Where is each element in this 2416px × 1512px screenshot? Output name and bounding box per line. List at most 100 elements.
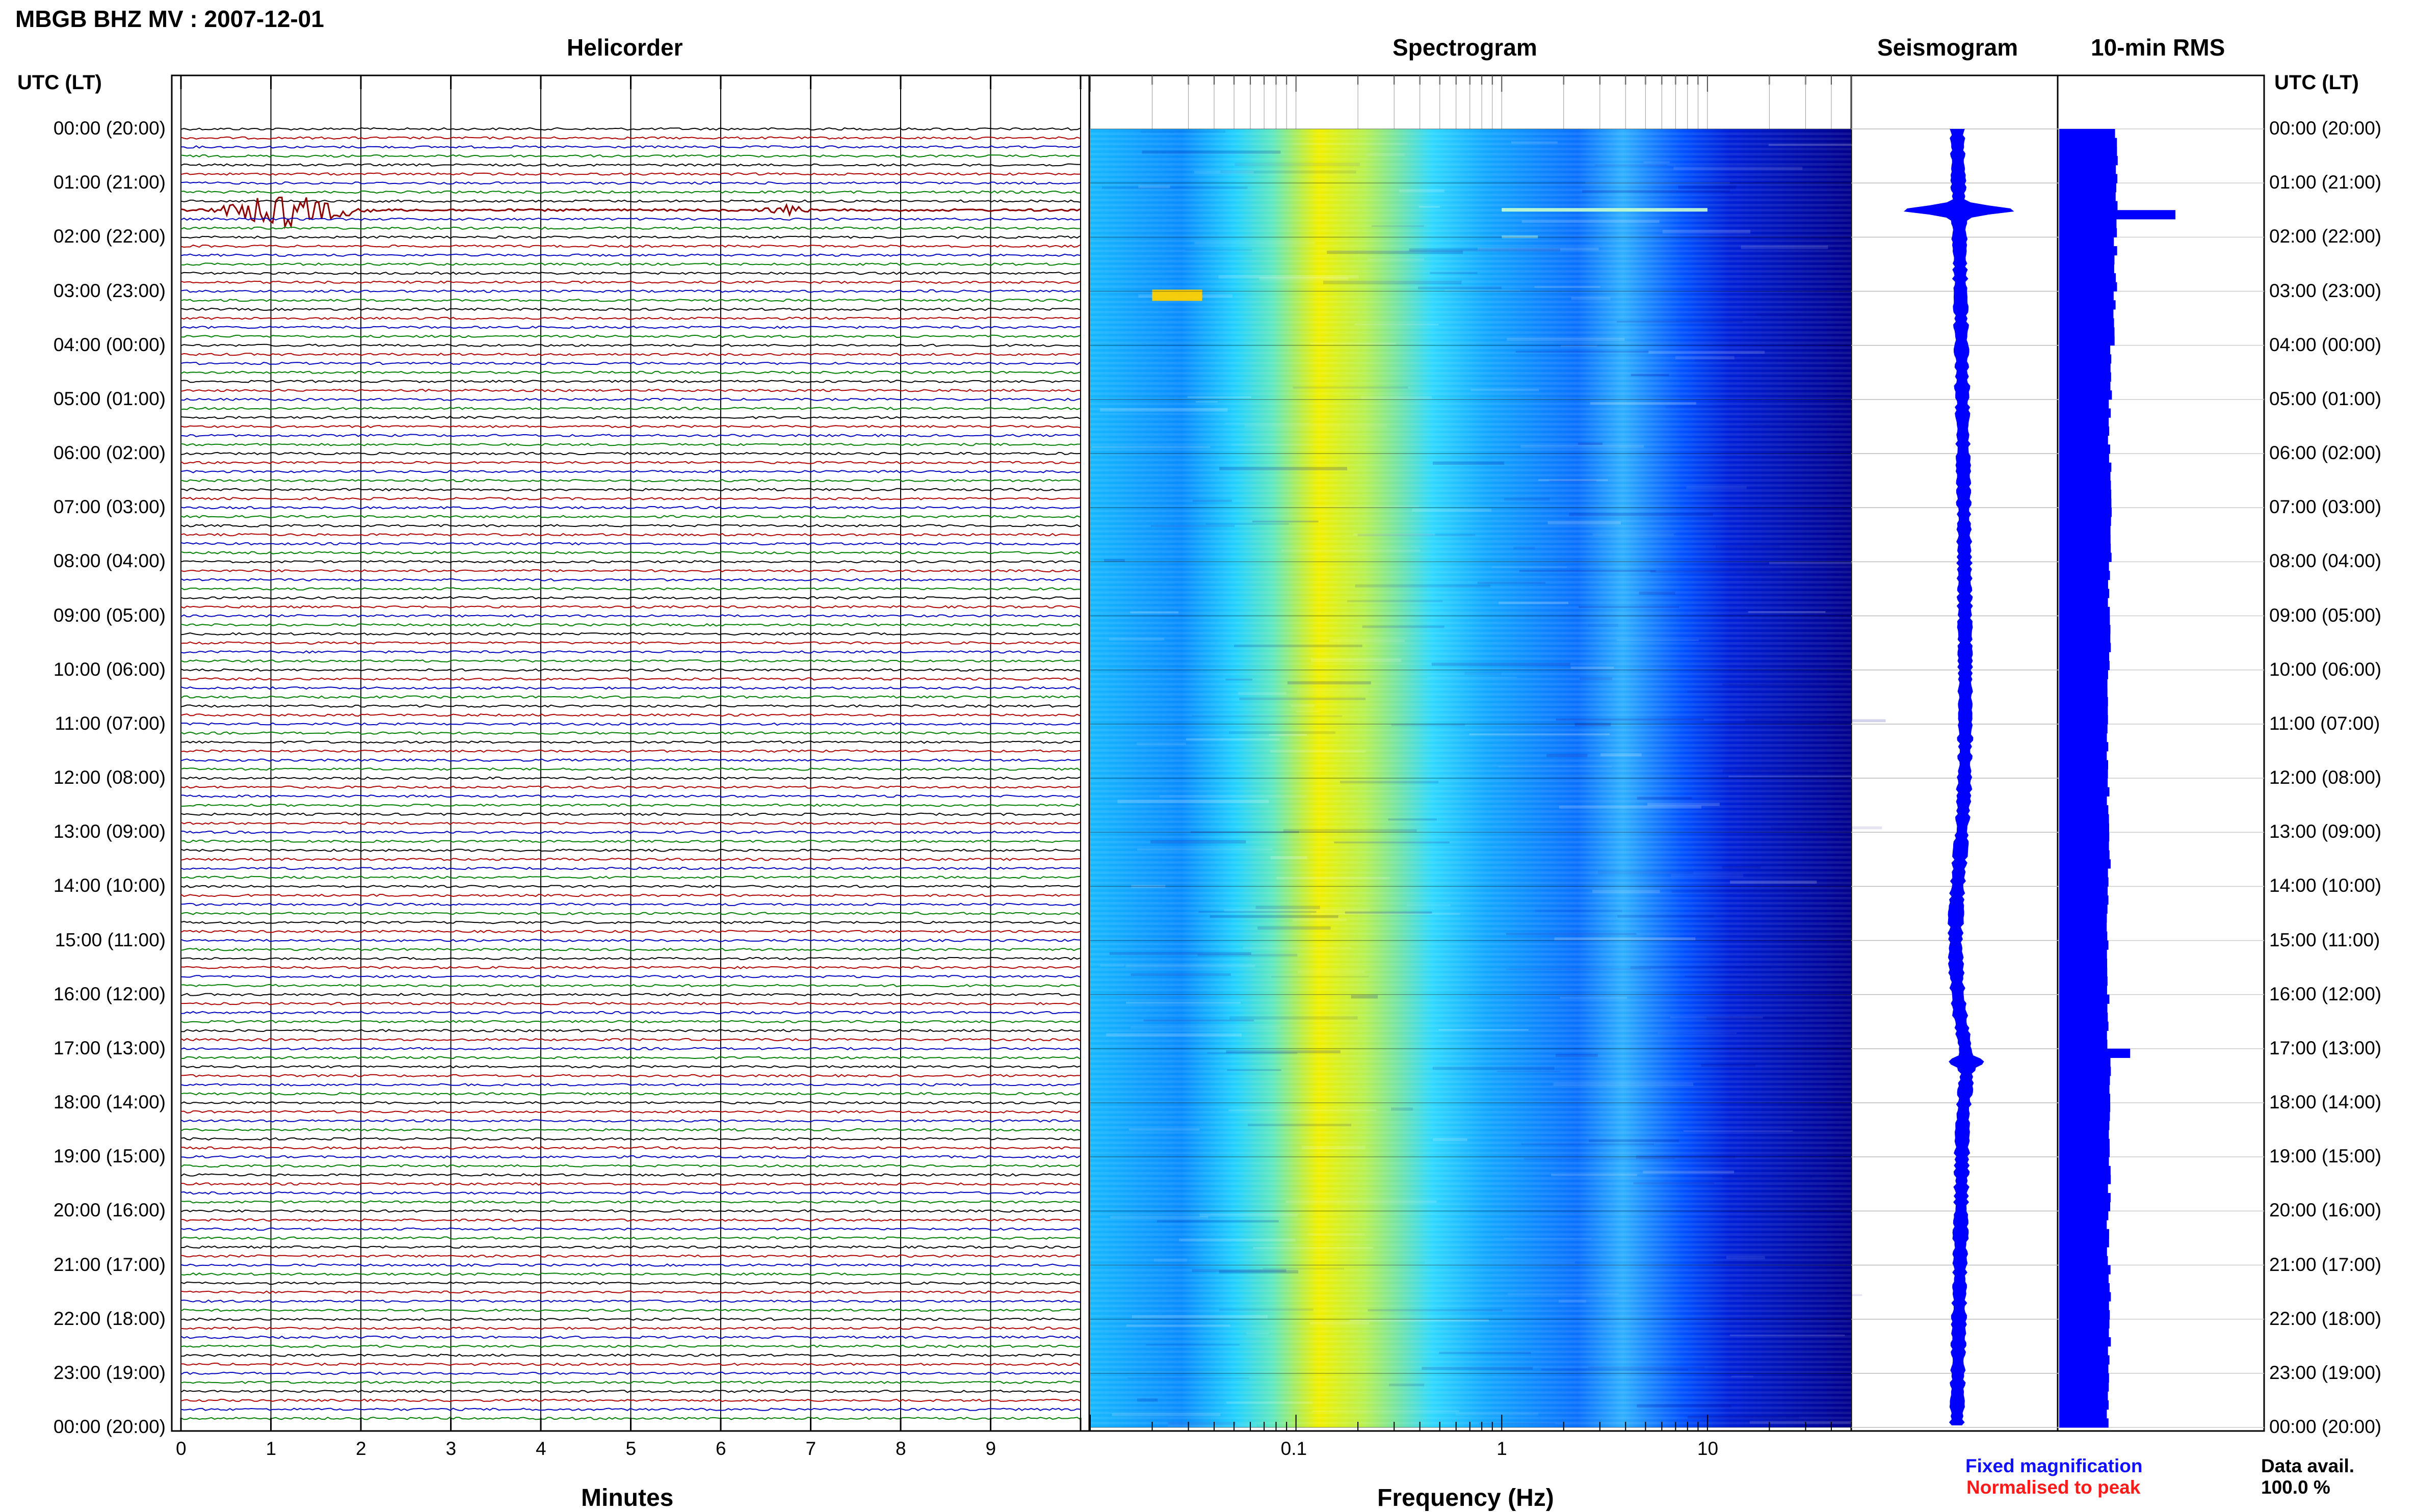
rms-bar: [2059, 246, 2117, 256]
rms-bar: [2059, 742, 2109, 752]
spectrogram-streak: [1722, 683, 1848, 686]
time-label-left: 08:00 (04:00): [53, 550, 166, 572]
helicorder-trace-row: [180, 821, 1081, 825]
rms-bar: [2059, 300, 2116, 310]
rms-bar: [2059, 688, 2108, 698]
time-label-right: 12:00 (08:00): [2269, 767, 2382, 788]
helicorder-trace-row: [180, 1290, 1081, 1294]
rms-bar: [2059, 976, 2108, 986]
spectrogram-streak: [1281, 549, 1421, 552]
spectrogram-streak: [1142, 150, 1281, 154]
helicorder-trace-row: [180, 912, 1081, 915]
helicorder-trace-row: [180, 181, 1081, 185]
spectrogram-streak: [1347, 600, 1443, 602]
helicorder-trace-row: [180, 974, 1081, 978]
helicorder-trace-row: [180, 524, 1081, 527]
spectrogram-streak: [1504, 497, 1550, 501]
rms-bar: [2059, 589, 2110, 598]
spectrogram-streak: [1218, 275, 1359, 279]
spectrogram-streak: [1091, 446, 1211, 448]
spectrogram-streak: [1515, 351, 1649, 353]
helicorder-trace-row: [180, 1101, 1081, 1105]
spectrogram-streak: [1731, 1375, 1754, 1377]
spectrogram-streak: [1255, 906, 1320, 909]
helicorder-trace-row: [180, 569, 1081, 573]
time-label-left: 17:00 (13:00): [53, 1037, 166, 1058]
spectrogram-streak: [1592, 533, 1674, 536]
helicorder-trace-row: [180, 370, 1081, 375]
spectrogram-streak: [1549, 480, 1597, 482]
spectrogram-streak: [1569, 513, 1714, 516]
helicorder-minute-gridlines: [180, 75, 1081, 1431]
helicorder-trace-row: [180, 145, 1081, 149]
rms-bar: [2059, 1184, 2108, 1193]
helicorder-trace-row: [180, 1381, 1081, 1384]
data-availability-label: Data avail.: [2261, 1455, 2355, 1476]
spectrogram-streak: [1207, 1052, 1298, 1054]
spectrogram-streak: [1194, 242, 1315, 245]
spectrogram-streak: [1293, 386, 1408, 389]
spectrogram-streak: [1243, 946, 1351, 949]
rms-bar: [2059, 1283, 2110, 1293]
spectrogram-streak: [1349, 1319, 1489, 1321]
helicorder-trace-row: [180, 695, 1081, 699]
spectrogram-streak: [1639, 591, 1675, 595]
spectrogram-streak: [1228, 1109, 1376, 1111]
spectrogram-streak: [1311, 658, 1402, 662]
spectrogram-streak: [1499, 601, 1569, 604]
rms-bar: [2059, 1238, 2109, 1248]
spectrogram-streak: [1631, 374, 1669, 377]
helicorder-trace-row: [180, 163, 1080, 167]
helicorder-trace-row: [180, 334, 1081, 338]
rms-bar: [2059, 733, 2107, 742]
rms-bar: [2059, 877, 2109, 887]
helicorder-trace-row: [180, 1327, 1081, 1330]
spectrogram-streak: [1571, 297, 1611, 300]
spectrogram-faint-line: [1502, 235, 1538, 238]
time-label-left: 13:00 (09:00): [53, 821, 166, 842]
time-label-left: 16:00 (12:00): [53, 983, 166, 1004]
spectrogram-streak: [1671, 873, 1744, 878]
helicorder-trace-row: [180, 1164, 1081, 1168]
spectrogram-streak: [1199, 1213, 1298, 1217]
spectrogram-streak: [1726, 1256, 1765, 1259]
spectrogram-streak: [1511, 141, 1558, 144]
spectrogram-streak: [1227, 1069, 1281, 1071]
time-label-right: 07:00 (03:00): [2269, 496, 2382, 518]
spectrogram-streak: [1616, 321, 1743, 323]
helicorder-trace-row: [180, 1308, 1081, 1312]
rms-bar: [2059, 706, 2108, 715]
helicorder-trace-row: [180, 289, 1081, 293]
helicorder-trace-row: [180, 1110, 1081, 1113]
spectrogram-streak: [1219, 1308, 1314, 1311]
rms-bar: [2059, 571, 2110, 580]
spectrogram-streak: [1588, 1139, 1679, 1143]
rms-bar: [2059, 255, 2115, 264]
helicorder-trace-row: [180, 876, 1081, 879]
helicorder-trace-row: [180, 920, 1081, 924]
helicorder-trace-row: [180, 1408, 1081, 1411]
rms-bar: [2059, 679, 2108, 688]
helicorder-trace-row: [180, 677, 1081, 681]
spectrogram-streak: [1141, 130, 1225, 133]
spectrogram-streak: [1722, 769, 1818, 773]
helicorder-trace-row: [180, 380, 1081, 383]
spectrogram-streak: [1521, 220, 1660, 223]
spectrogram-streak: [1469, 733, 1610, 735]
spectrogram-title: Spectrogram: [1393, 34, 1537, 61]
rms-bar: [2059, 1084, 2110, 1094]
rms-bar: [2059, 715, 2108, 725]
frequency-tick-label: 10: [1697, 1438, 1719, 1459]
spectrogram-streak: [1407, 904, 1451, 907]
rms-bar: [2059, 1364, 2109, 1374]
spectrogram-streak: [1409, 248, 1561, 252]
spectrogram-streak: [1168, 1424, 1257, 1427]
spectrogram-streak: [1270, 750, 1366, 753]
spectrogram-streak: [1673, 167, 1803, 170]
rms-bar: [2059, 1202, 2111, 1211]
spectrogram-texture: [1090, 129, 1851, 1427]
helicorder-trace-row: [180, 1119, 1081, 1123]
helicorder-trace-row: [180, 1236, 1081, 1240]
spectrogram-streak: [1578, 442, 1603, 445]
helicorder-trace-row: [180, 217, 1081, 221]
